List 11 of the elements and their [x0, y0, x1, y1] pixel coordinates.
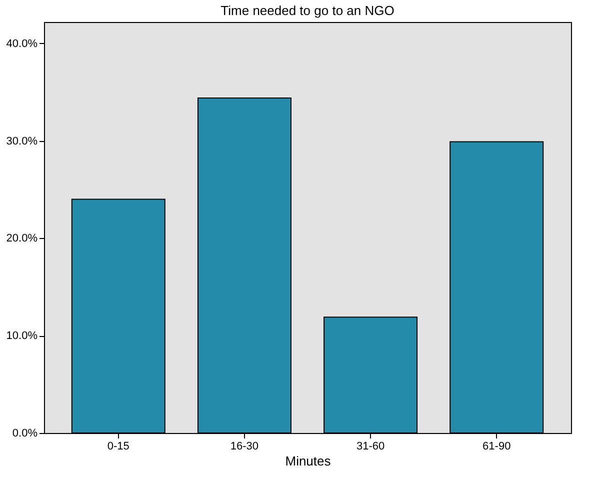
x-tick-label: 31-60 — [356, 440, 385, 452]
x-tick-label: 16-30 — [230, 440, 259, 452]
x-tick-label: 0-15 — [107, 440, 130, 452]
y-tick-label: 20.0% — [6, 232, 38, 245]
y-tick-label: 10.0% — [6, 330, 38, 342]
x-tick-label: 61-90 — [482, 440, 511, 452]
y-tick-label: 40.0% — [6, 38, 38, 50]
x-axis-title: Minutes — [285, 454, 332, 468]
chart-title: Time needed to go to an NGO — [220, 3, 394, 18]
y-tick-label: 0.0% — [12, 428, 38, 440]
y-tick-label: 30.0% — [6, 135, 38, 148]
